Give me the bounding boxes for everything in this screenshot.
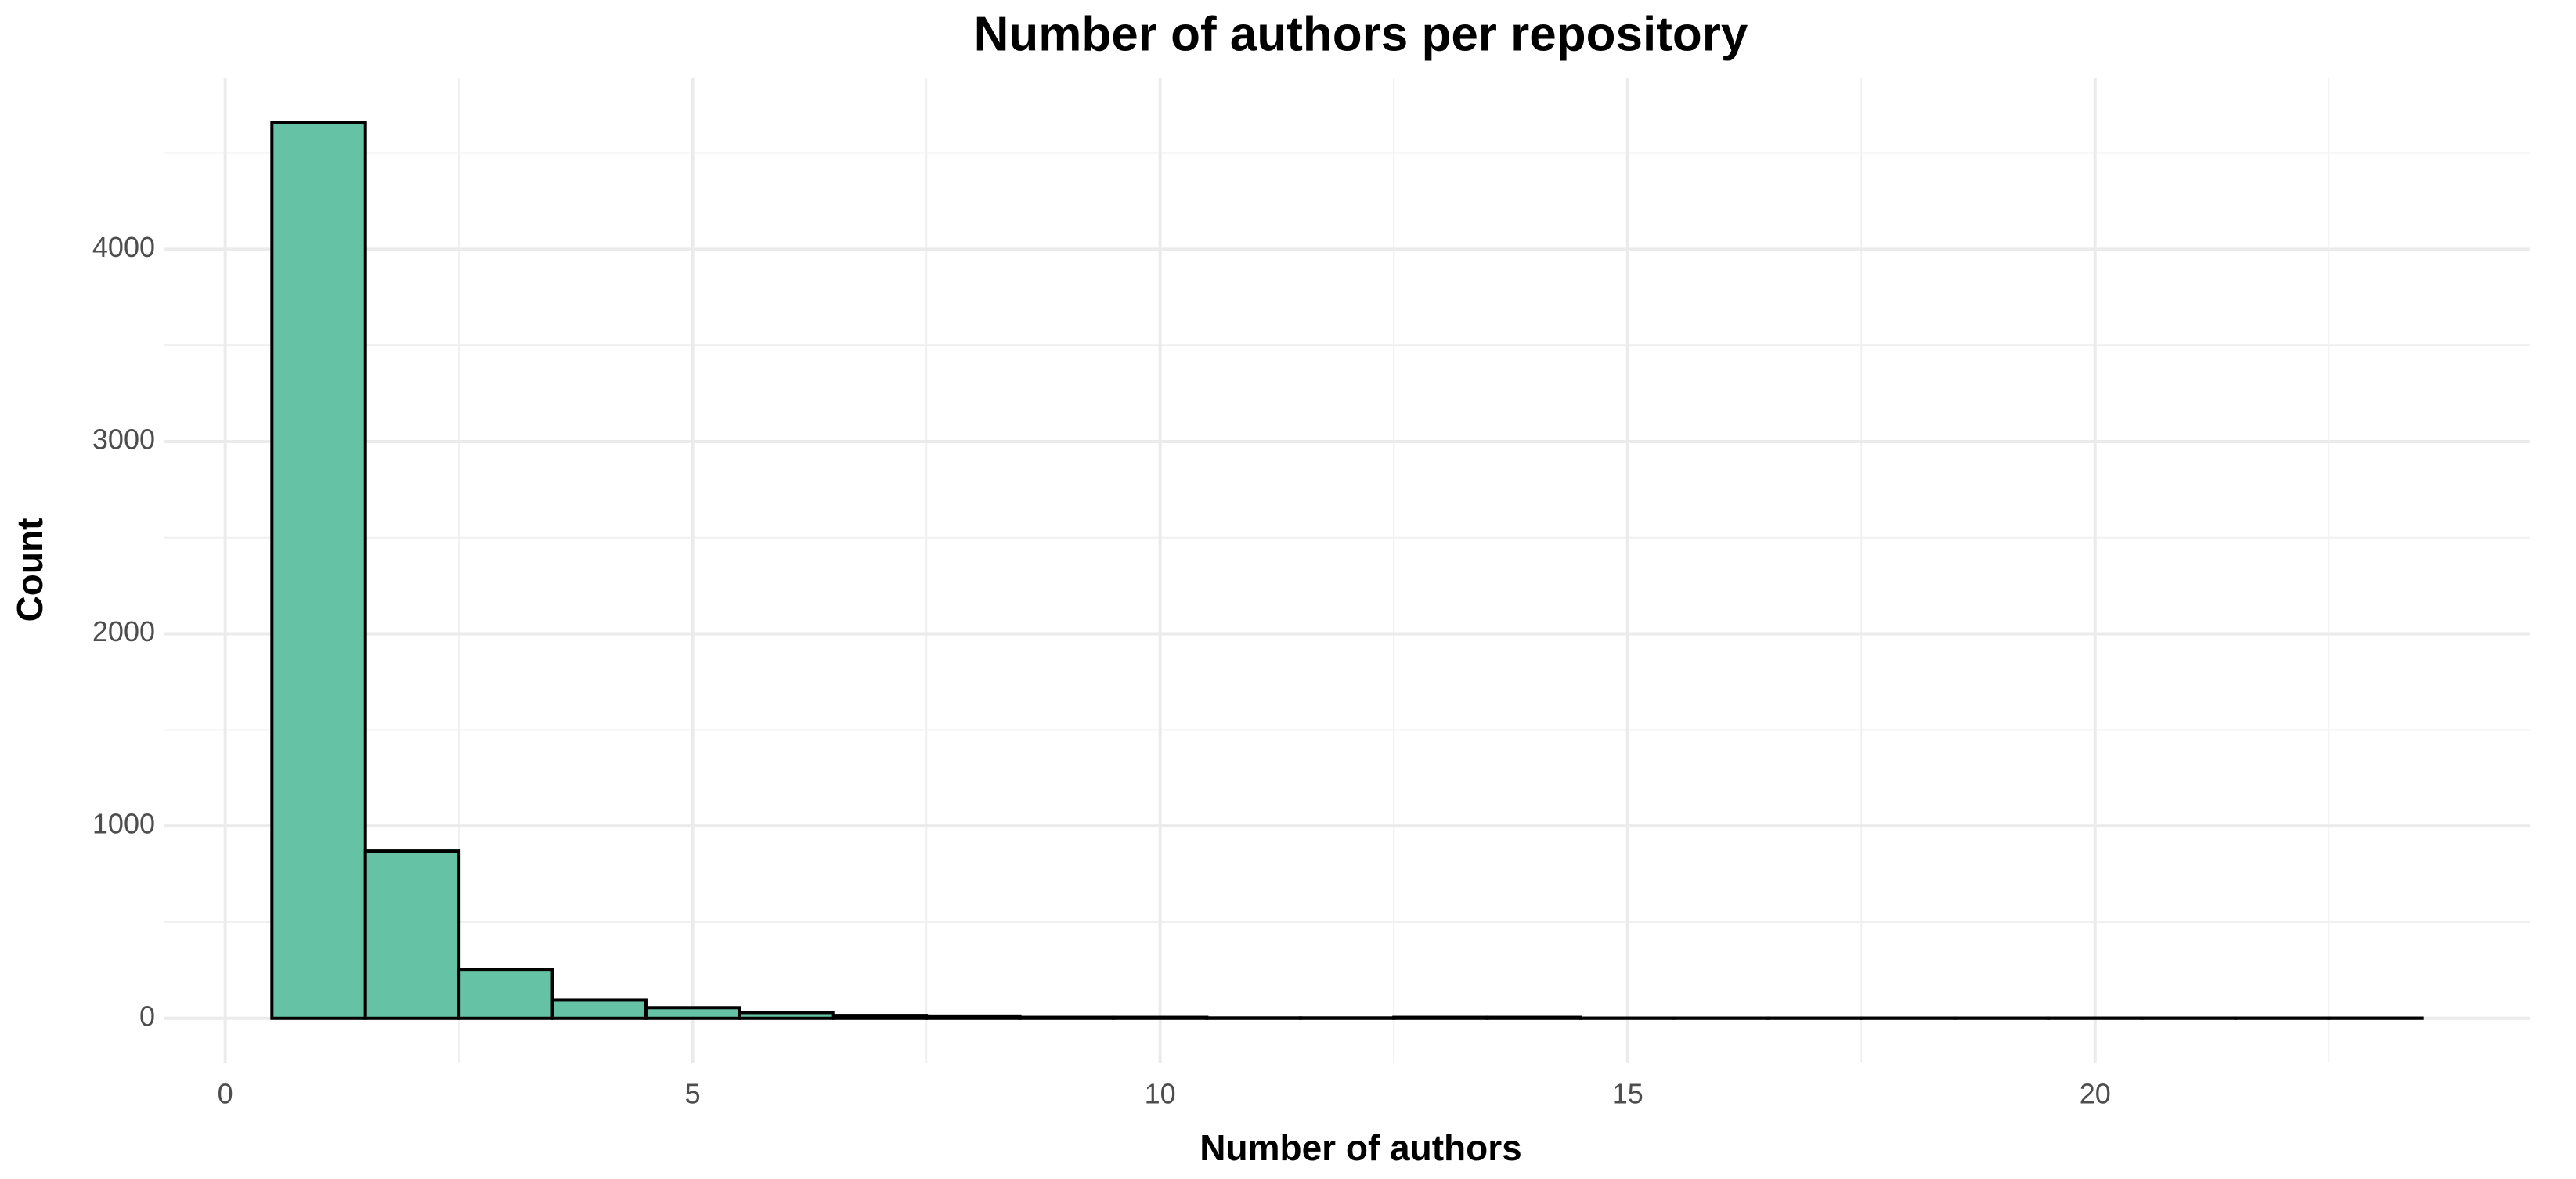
- bar: [1018, 1015, 1115, 1020]
- x-axis-label: Number of authors: [1200, 1127, 1521, 1168]
- bar: [831, 1014, 929, 1020]
- chart-title: Number of authors per repository: [974, 7, 1748, 61]
- x-tick-label: 15: [1612, 1078, 1643, 1110]
- y-tick-label: 0: [139, 1000, 155, 1032]
- bar: [644, 1006, 741, 1020]
- bar: [1485, 1015, 1583, 1020]
- bar: [1111, 1015, 1209, 1020]
- x-tick-label: 5: [685, 1078, 701, 1110]
- x-tick-label: 10: [1145, 1078, 1176, 1110]
- bar: [738, 1011, 835, 1020]
- bar: [363, 849, 461, 1020]
- y-tick-label: 1000: [92, 808, 155, 840]
- bar: [270, 121, 367, 1020]
- y-tick-label: 4000: [92, 231, 155, 263]
- y-axis-label: Count: [9, 518, 50, 622]
- bar: [457, 968, 554, 1020]
- y-tick-label: 3000: [92, 423, 155, 455]
- bar: [925, 1014, 1022, 1020]
- x-tick-label: 0: [218, 1078, 233, 1110]
- bar: [1392, 1015, 1489, 1020]
- bar: [550, 998, 648, 1020]
- bars: [270, 121, 2424, 1020]
- y-tick-label: 2000: [92, 615, 155, 647]
- x-tick-label: 20: [2080, 1078, 2111, 1110]
- grid: [164, 78, 2530, 1063]
